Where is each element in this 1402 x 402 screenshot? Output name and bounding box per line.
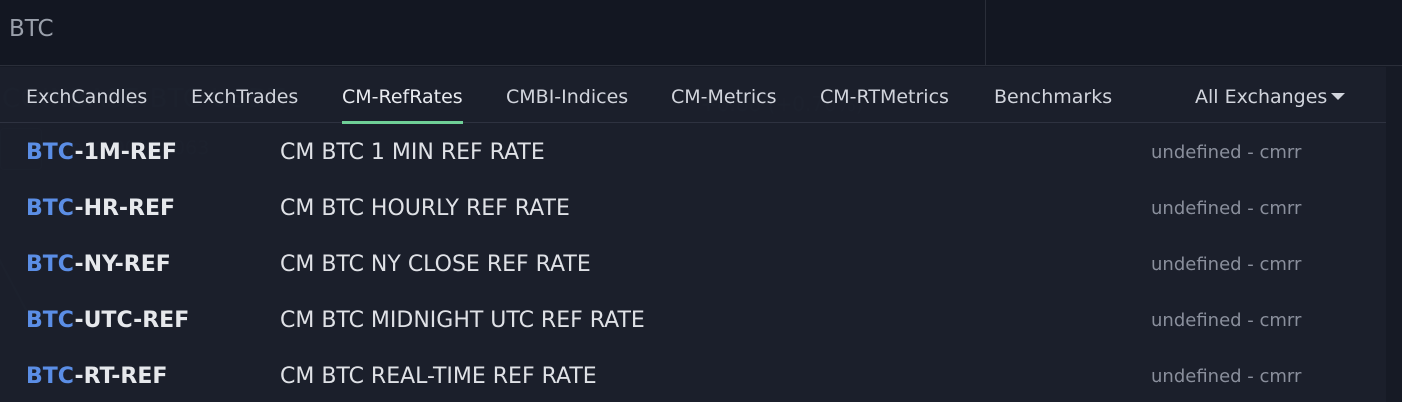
- exchange-filter-label: All Exchanges: [1195, 86, 1328, 108]
- result-symbol: BTC-UTC-REF: [26, 293, 189, 349]
- search-results-dropdown: ExchCandles ExchTrades CM-RefRates CMBI-…: [0, 67, 1386, 402]
- symbol-suffix: -RT-REF: [74, 364, 168, 389]
- result-exchange: undefined - cmrr: [1151, 310, 1302, 331]
- result-symbol: BTC-1M-REF: [26, 125, 177, 181]
- result-row[interactable]: BTC-UTC-REF CM BTC MIDNIGHT UTC REF RATE…: [0, 293, 1386, 349]
- exchange-filter-dropdown[interactable]: All Exchanges: [1195, 67, 1346, 123]
- symbol-suffix: -1M-REF: [74, 140, 177, 165]
- result-exchange: undefined - cmrr: [1151, 198, 1302, 219]
- tab-cm-rtmetrics[interactable]: CM-RTMetrics: [820, 86, 949, 108]
- symbol-search-input[interactable]: [0, 0, 985, 58]
- tab-exchcandles[interactable]: ExchCandles: [26, 86, 148, 108]
- symbol-match-highlight: BTC: [26, 252, 75, 277]
- result-description: CM BTC MIDNIGHT UTC REF RATE: [280, 308, 645, 333]
- result-row[interactable]: BTC-HR-REF CM BTC HOURLY REF RATE undefi…: [0, 181, 1386, 237]
- result-exchange: undefined - cmrr: [1151, 366, 1302, 387]
- symbol-match-highlight: BTC: [26, 196, 75, 221]
- symbol-suffix: -NY-REF: [74, 252, 171, 277]
- tab-cm-metrics[interactable]: CM-Metrics: [671, 86, 777, 108]
- source-tabs: ExchCandles ExchTrades CM-RefRates CMBI-…: [0, 67, 1386, 124]
- result-symbol: BTC-HR-REF: [26, 181, 175, 237]
- result-row[interactable]: BTC-1M-REF CM BTC 1 MIN REF RATE undefin…: [0, 125, 1386, 181]
- search-bar-divider: [985, 0, 986, 66]
- result-description: CM BTC HOURLY REF RATE: [280, 196, 570, 221]
- tab-exchtrades[interactable]: ExchTrades: [191, 86, 299, 108]
- result-row[interactable]: BTC-RT-REF CM BTC REAL-TIME REF RATE und…: [0, 349, 1386, 402]
- result-description: CM BTC 1 MIN REF RATE: [280, 140, 545, 165]
- symbol-match-highlight: BTC: [26, 364, 75, 389]
- result-symbol: BTC-NY-REF: [26, 237, 171, 293]
- result-symbol: BTC-RT-REF: [26, 349, 167, 402]
- result-description: CM BTC REAL-TIME REF RATE: [280, 364, 597, 389]
- symbol-match-highlight: BTC: [26, 308, 75, 333]
- caret-down-icon: [1331, 93, 1346, 100]
- search-bar: [0, 0, 1402, 66]
- symbol-suffix: -HR-REF: [74, 196, 176, 221]
- symbol-suffix: -UTC-REF: [74, 308, 190, 333]
- tab-benchmarks[interactable]: Benchmarks: [994, 86, 1113, 108]
- tab-cm-refrates[interactable]: CM-RefRates: [342, 67, 463, 124]
- result-row[interactable]: BTC-NY-REF CM BTC NY CLOSE REF RATE unde…: [0, 237, 1386, 293]
- result-description: CM BTC NY CLOSE REF RATE: [280, 252, 591, 277]
- result-exchange: undefined - cmrr: [1151, 142, 1302, 163]
- result-exchange: undefined - cmrr: [1151, 254, 1302, 275]
- tab-cmbi-indices[interactable]: CMBI-Indices: [506, 86, 629, 108]
- symbol-match-highlight: BTC: [26, 140, 75, 165]
